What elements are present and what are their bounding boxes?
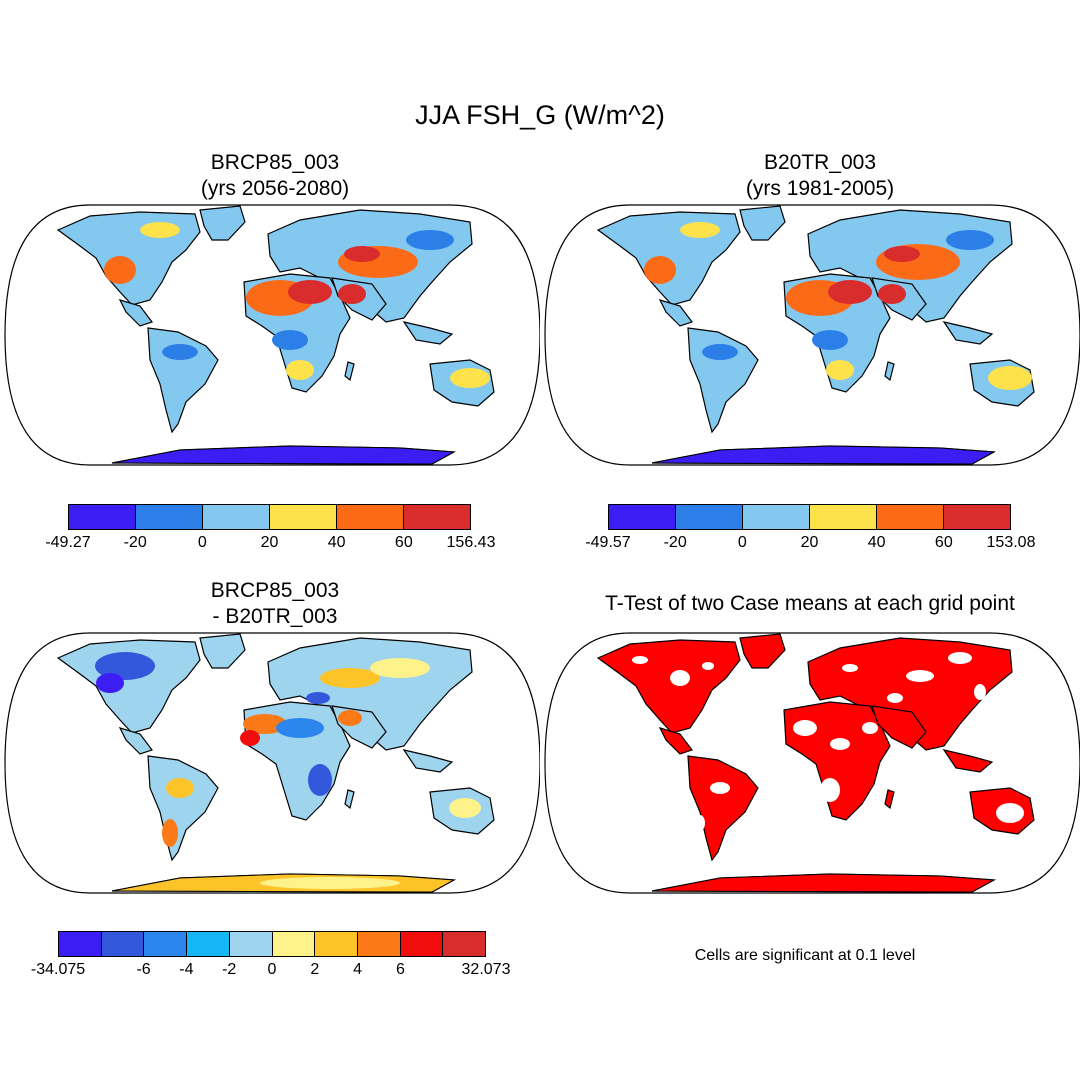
bottom-left-title: BRCP85_003 - B20TR_003 bbox=[130, 578, 420, 630]
bottom-right-insignificant-cells bbox=[632, 652, 1024, 831]
top-right-colorbar-tick-label: -20 bbox=[663, 534, 687, 551]
bottom-left-colorbar-swatch-9 bbox=[443, 932, 486, 956]
bottom-left-colorbar-tick-label: -6 bbox=[136, 961, 151, 978]
top-left-colorbar-tick-label: 60 bbox=[394, 534, 413, 551]
top-left-colorbar-swatch-5 bbox=[404, 505, 470, 529]
top-right-colorbar-tick-label: 60 bbox=[934, 534, 953, 551]
bottom-right-map bbox=[544, 632, 1080, 894]
bottom-left-map-border bbox=[4, 632, 540, 894]
top-left-colorbar-tick-label: -20 bbox=[123, 534, 147, 551]
bottom-right-title: T-Test of two Case means at each grid po… bbox=[605, 592, 1015, 615]
top-left-colorbar-swatch-2 bbox=[203, 505, 270, 529]
bottom-left-colorbar-tick-label: 4 bbox=[353, 961, 363, 978]
bottom-left-colorbar-tick-label: 0 bbox=[267, 961, 277, 978]
top-right-colorbar-swatch-5 bbox=[944, 505, 1010, 529]
bottom-left-colorbar-swatch-5 bbox=[272, 932, 316, 956]
top-left-colorbar-tick-label: 0 bbox=[197, 534, 207, 551]
top-right-colorbar-tick-label: -49.57 bbox=[585, 534, 631, 551]
top-left-map-border bbox=[4, 204, 540, 466]
top-right-colorbar-tick-label: 40 bbox=[867, 534, 886, 551]
top-left-hotspots bbox=[104, 222, 490, 388]
top-left-title: BRCP85_003 (yrs 2056-2080) bbox=[130, 150, 420, 202]
top-right-colorbar-swatch-1 bbox=[676, 505, 743, 529]
bottom-left-colorbar-swatch-2 bbox=[144, 932, 188, 956]
top-right-colorbar-swatch-4 bbox=[877, 505, 944, 529]
top-right-colorbar-swatch-0 bbox=[609, 505, 676, 529]
top-left-title-line2: (yrs 2056-2080) bbox=[200, 177, 350, 200]
bottom-left-colorbar-tick-label: -4 bbox=[179, 961, 194, 978]
top-right-map-border bbox=[544, 204, 1080, 466]
bottom-left-colorbar-tick-label: -2 bbox=[222, 961, 237, 978]
top-right-title-line1: B20TR_003 bbox=[763, 151, 877, 174]
bottom-left-colorbar-swatch-8 bbox=[400, 932, 444, 956]
bottom-left-colorbar-swatch-4 bbox=[229, 932, 273, 956]
top-right-colorbar-swatch-3 bbox=[810, 505, 877, 529]
bottom-left-colorbar-swatch-0 bbox=[59, 932, 102, 956]
bottom-left-colorbar-tick-label: 6 bbox=[395, 961, 405, 978]
top-right-hotspots bbox=[644, 222, 1032, 390]
top-right-title-line2: (yrs 1981-2005) bbox=[745, 177, 895, 200]
top-left-title-line1: BRCP85_003 bbox=[210, 151, 340, 174]
top-right-map bbox=[544, 204, 1080, 466]
bottom-left-colorbar-tick-label: 32.073 bbox=[461, 961, 511, 978]
top-left-colorbar-swatch-1 bbox=[136, 505, 203, 529]
top-right-colorbar-swatch-2 bbox=[743, 505, 810, 529]
bottom-left-colorbar-tick-label: 2 bbox=[310, 961, 320, 978]
bottom-left-colorbar-swatch-6 bbox=[315, 932, 358, 956]
top-left-colorbar-swatch-3 bbox=[270, 505, 337, 529]
top-right-colorbar-tick-label: 153.08 bbox=[986, 534, 1036, 551]
top-left-colorbar-tick-label: 20 bbox=[260, 534, 279, 551]
bottom-left-title-line1: BRCP85_003 bbox=[210, 579, 340, 602]
bottom-right-map-border bbox=[544, 632, 1080, 894]
bottom-right-land bbox=[597, 633, 1035, 893]
bottom-left-title-line2: - B20TR_003 bbox=[212, 605, 338, 628]
bottom-left-anomalies bbox=[95, 652, 481, 847]
top-right-colorbar-tick-label: 0 bbox=[737, 534, 747, 551]
top-right-title: B20TR_003 (yrs 1981-2005) bbox=[675, 150, 965, 202]
bottom-left-colorbar bbox=[58, 931, 486, 957]
top-left-colorbar-swatch-0 bbox=[69, 505, 136, 529]
significance-note: Cells are significant at 0.1 level bbox=[694, 947, 916, 964]
top-left-colorbar-tick-label: 156.43 bbox=[446, 534, 496, 551]
top-left-map bbox=[4, 204, 540, 466]
bottom-left-colorbar-swatch-1 bbox=[101, 932, 145, 956]
top-right-colorbar-tick-label: 20 bbox=[800, 534, 819, 551]
bottom-left-colorbar-swatch-3 bbox=[187, 932, 230, 956]
top-right-colorbar bbox=[608, 504, 1011, 530]
bottom-left-colorbar-tick-label: -34.075 bbox=[30, 961, 86, 978]
main-title: JJA FSH_G (W/m^2) bbox=[415, 100, 665, 130]
top-left-colorbar bbox=[68, 504, 471, 530]
top-left-colorbar-tick-label: 40 bbox=[327, 534, 346, 551]
top-left-colorbar-tick-label: -49.27 bbox=[45, 534, 91, 551]
top-left-colorbar-swatch-4 bbox=[337, 505, 404, 529]
bottom-left-colorbar-swatch-7 bbox=[357, 932, 401, 956]
bottom-left-map bbox=[4, 632, 540, 894]
